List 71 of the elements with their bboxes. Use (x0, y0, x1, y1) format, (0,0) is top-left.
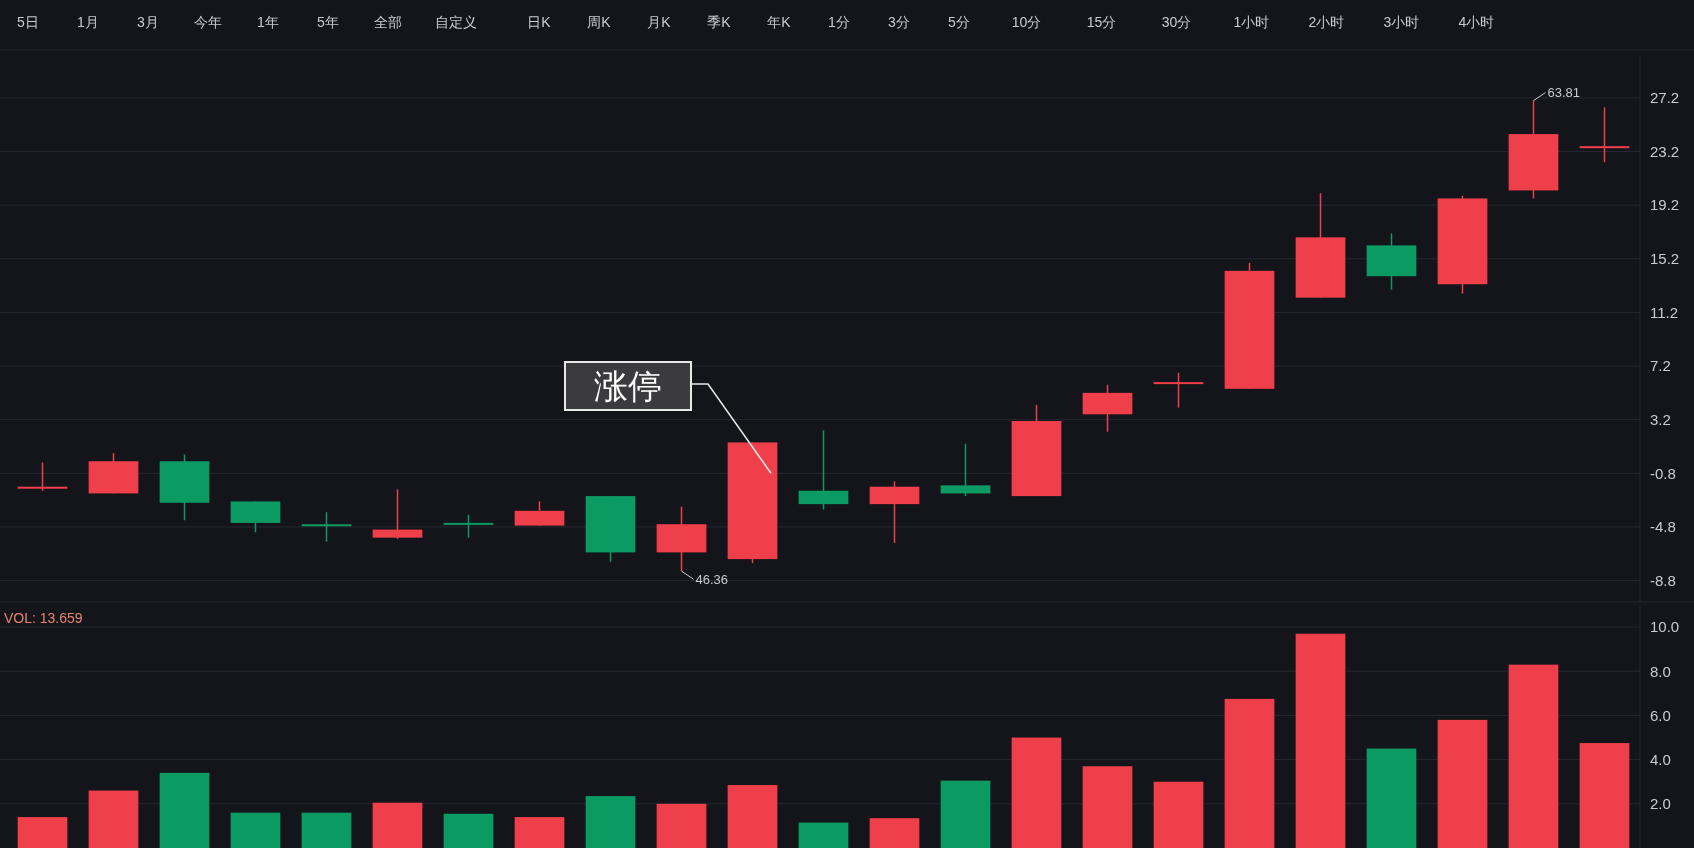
bar (301, 812, 352, 848)
text: 3小时 (1383, 14, 1420, 30)
text: 今年 (194, 14, 222, 30)
bar (514, 817, 565, 848)
text: 30分 (1161, 14, 1192, 30)
bar (88, 790, 139, 848)
y-tick-label: 23.2 (1650, 142, 1680, 160)
bar (1153, 781, 1204, 848)
text: 全部 (374, 14, 402, 30)
text: 年K (767, 14, 792, 30)
text: 15分 (1086, 14, 1117, 30)
y-tick-label: -0.8 (1650, 464, 1676, 482)
bar (1508, 664, 1559, 848)
candlestick (1153, 371, 1204, 409)
y-tick-label: 11.2 (1650, 303, 1679, 321)
bar (1011, 737, 1062, 848)
bar (1437, 719, 1488, 848)
y-tick-label: 15.2 (1650, 250, 1680, 268)
candlestick (17, 461, 68, 492)
y-tick-label: 19.2 (1650, 196, 1680, 214)
bar (17, 817, 68, 848)
candlestick (301, 511, 352, 543)
bar (1295, 633, 1346, 848)
text: 1小时 (1233, 14, 1270, 30)
y-tick-label: 8.0 (1650, 662, 1671, 680)
text: 季K (707, 14, 732, 30)
bar (940, 780, 991, 848)
y-tick-label: 7.2 (1650, 357, 1671, 375)
text: 周K (587, 14, 612, 30)
text: 10分 (1011, 14, 1042, 30)
bar (443, 813, 494, 848)
bar (1224, 698, 1275, 848)
bar (727, 785, 778, 848)
y-tick-label: -4.8 (1650, 518, 1676, 536)
candlestick (1579, 106, 1630, 163)
text: 自定义 (434, 14, 477, 30)
candlestick (443, 514, 494, 539)
text: 2小时 (1308, 14, 1345, 30)
y-tick-label: 2.0 (1650, 795, 1671, 813)
bar (869, 818, 920, 848)
text: 1月 (77, 14, 99, 30)
bar (159, 772, 210, 848)
text: 月K (647, 14, 672, 30)
text: 5日 (17, 14, 39, 30)
bar (1082, 766, 1133, 848)
text: 1分 (828, 14, 850, 30)
candlestick (372, 488, 423, 540)
text: 日K (527, 14, 552, 30)
chart-title: VOL: 13.659 (4, 609, 83, 626)
text: 3月 (137, 14, 159, 30)
y-tick-label: 6.0 (1650, 706, 1671, 724)
text: 5年 (317, 14, 339, 30)
bar (585, 796, 636, 848)
text: 3分 (888, 14, 910, 30)
annotation: 63.81 (1547, 85, 1581, 101)
bar (230, 812, 281, 848)
bar (798, 822, 849, 848)
y-tick-label: 10.0 (1650, 618, 1680, 636)
bar (1579, 743, 1630, 848)
bar (372, 802, 423, 848)
text: 5分 (948, 14, 970, 30)
y-tick-label: 3.2 (1650, 410, 1671, 428)
y-tick-label: -8.8 (1650, 571, 1676, 589)
annotation: 46.36 (695, 571, 729, 587)
y-tick-label: 27.2 (1650, 89, 1680, 107)
text: 1年 (257, 14, 279, 30)
bar (656, 803, 707, 848)
annotation: 涨停 (594, 367, 662, 406)
bar (1366, 748, 1417, 848)
text: 4小时 (1458, 14, 1495, 30)
y-tick-label: 4.0 (1650, 750, 1671, 768)
